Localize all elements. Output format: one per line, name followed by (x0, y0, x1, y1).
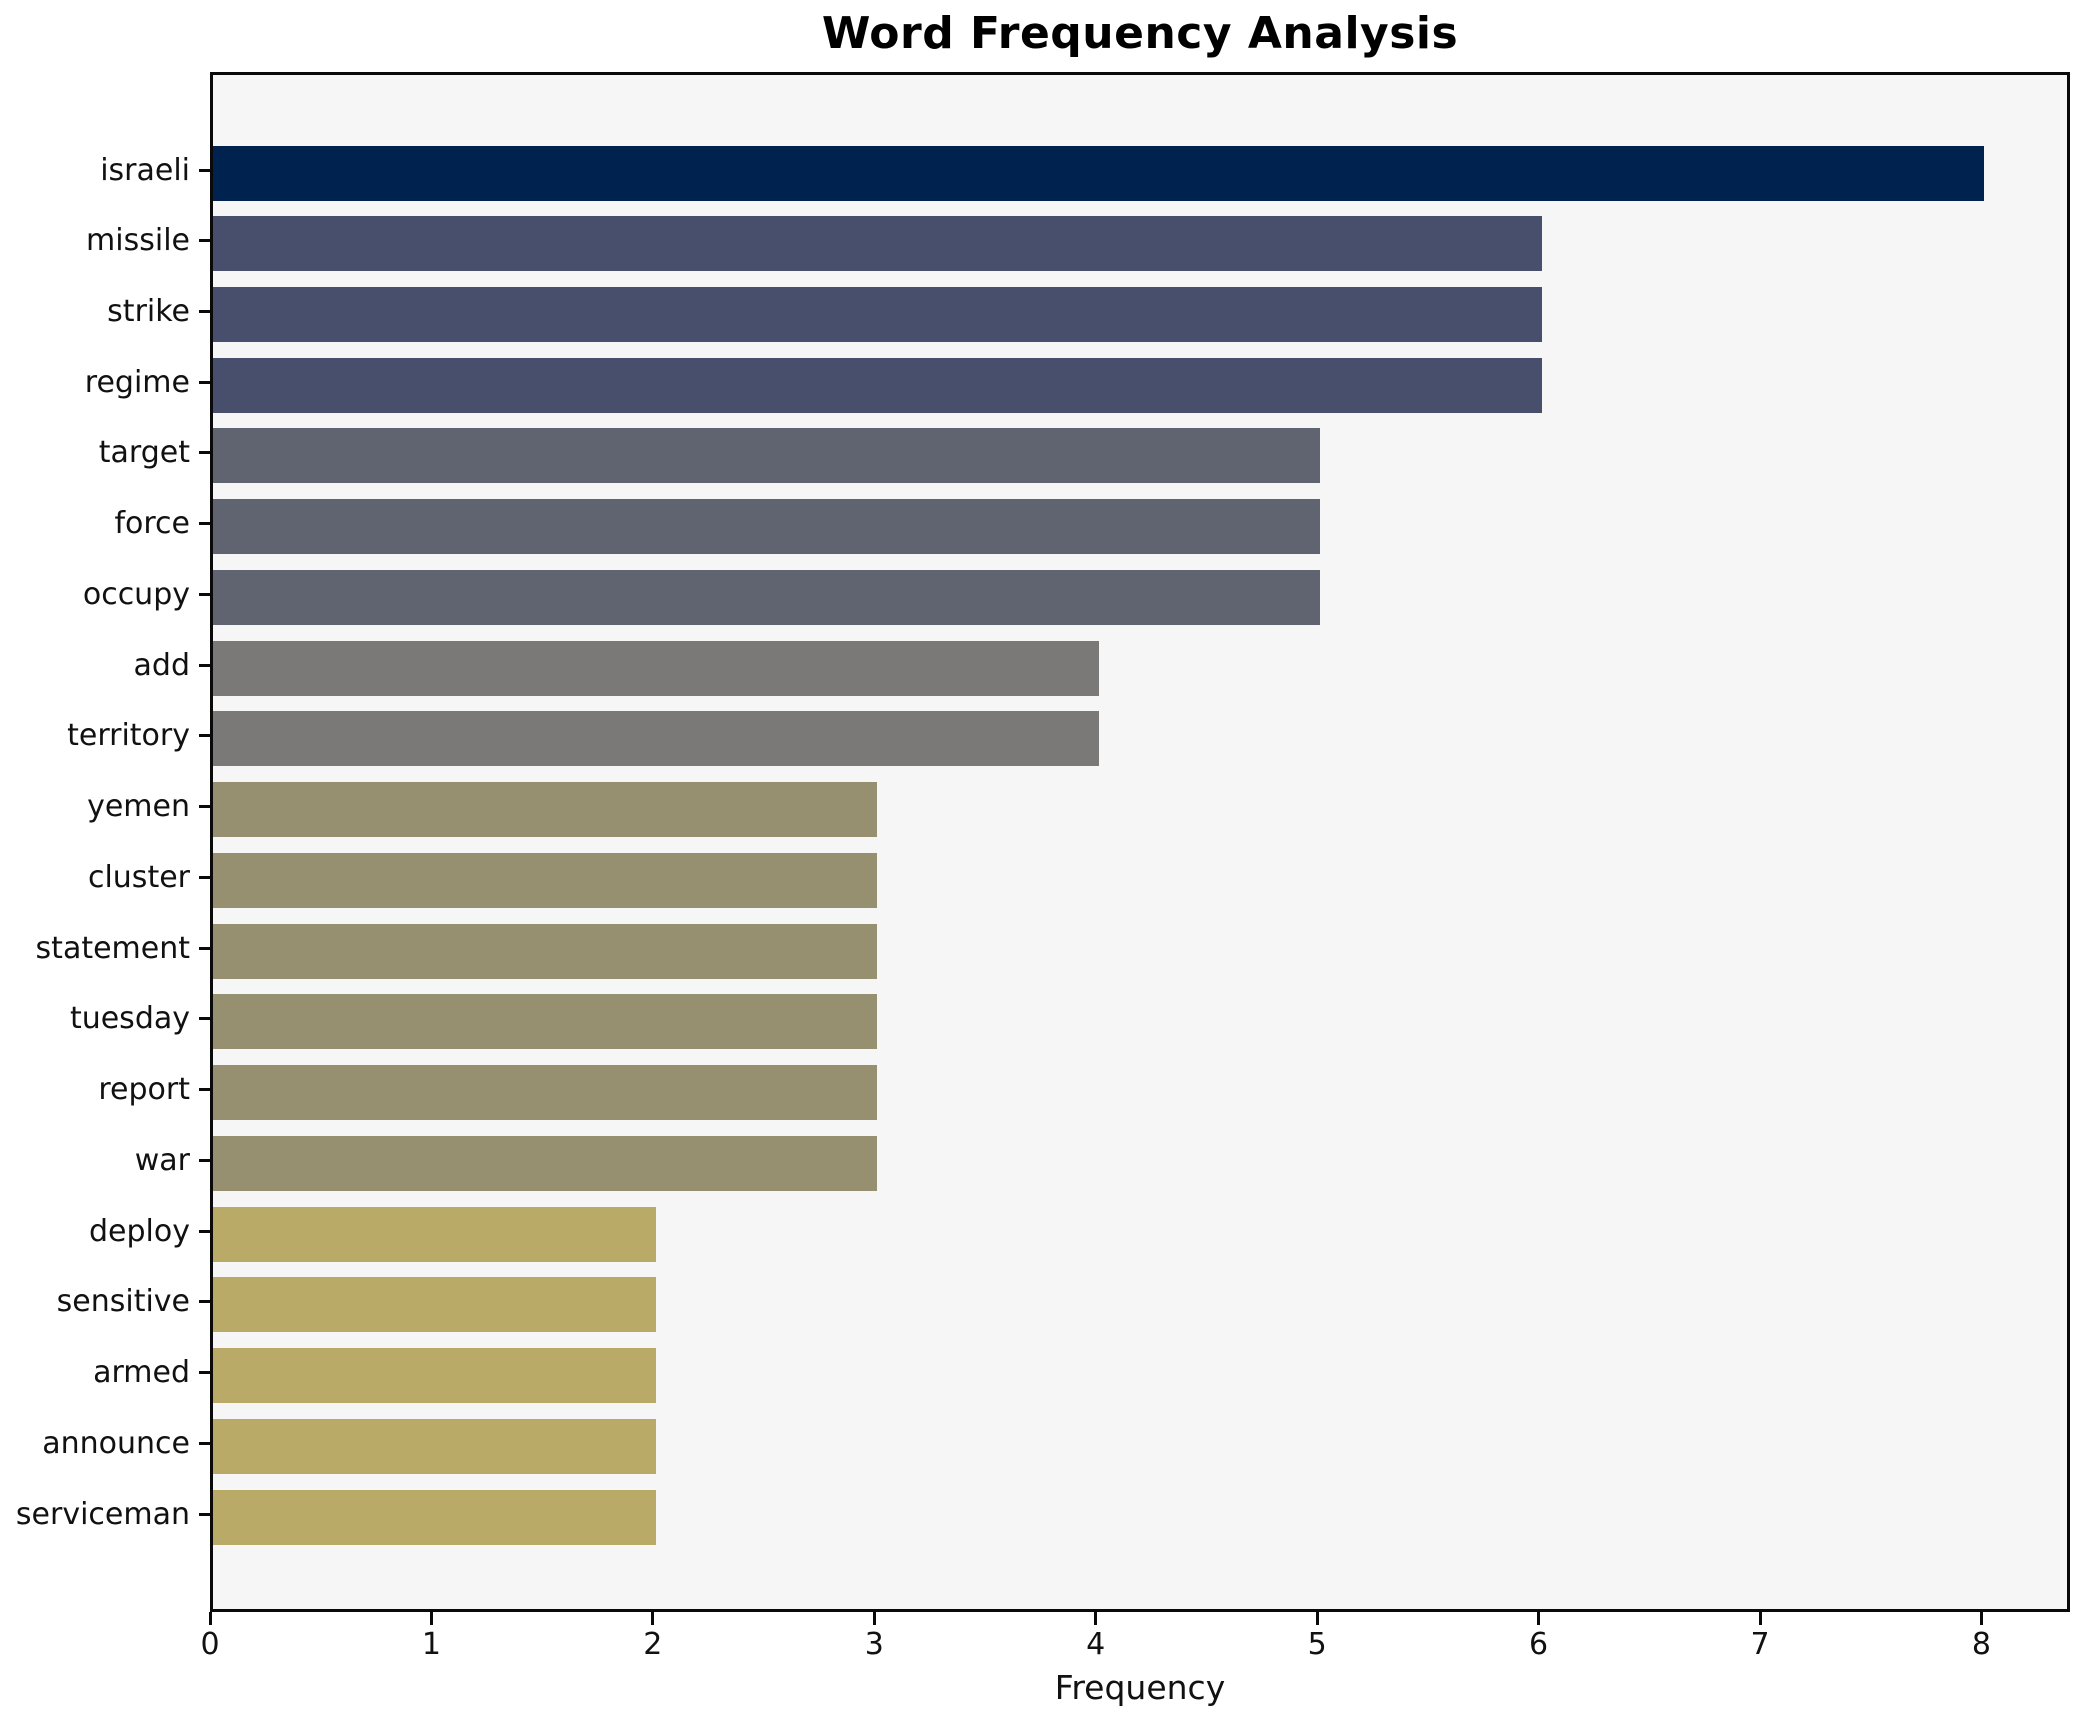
x-tick-mark (1758, 1612, 1762, 1625)
x-tick-label-4: 4 (1086, 1627, 1106, 1662)
bar-occupy (213, 569, 1321, 625)
y-tick-label-target: target (98, 435, 190, 471)
bar-statement (213, 923, 878, 979)
y-tick-label-deploy: deploy (89, 1213, 190, 1249)
bar-cluster (213, 852, 878, 908)
y-tick-mark (199, 1088, 210, 1092)
bar-armed (213, 1348, 656, 1404)
y-tick-label-israeli: israeli (100, 152, 190, 188)
y-tick-mark (199, 168, 210, 172)
y-tick-mark (199, 875, 210, 879)
y-tick-label-add: add (133, 647, 190, 683)
y-tick-label-serviceman: serviceman (15, 1496, 190, 1532)
y-tick-mark (199, 734, 210, 738)
y-tick-mark (199, 1441, 210, 1445)
y-tick-label-cluster: cluster (87, 859, 190, 895)
y-tick-label-regime: regime (84, 364, 190, 400)
x-tick-label-5: 5 (1307, 1627, 1327, 1662)
x-tick-mark (208, 1612, 212, 1625)
y-tick-mark (199, 380, 210, 384)
y-tick-mark (199, 239, 210, 243)
x-tick-mark (872, 1612, 876, 1625)
x-tick-label-6: 6 (1529, 1627, 1549, 1662)
bar-missile (213, 216, 1542, 272)
y-tick-label-sensitive: sensitive (56, 1284, 190, 1320)
y-tick-label-report: report (98, 1072, 190, 1108)
y-tick-label-force: force (114, 506, 190, 542)
x-axis-label: Frequency (1054, 1668, 1226, 1707)
bar-add (213, 640, 1099, 696)
y-tick-mark (199, 1017, 210, 1021)
x-tick-mark (1094, 1612, 1098, 1625)
x-tick-label-0: 0 (200, 1627, 220, 1662)
x-tick-label-2: 2 (643, 1627, 663, 1662)
x-tick-mark (1537, 1612, 1541, 1625)
y-tick-mark (199, 522, 210, 526)
bar-regime (213, 357, 1542, 413)
y-tick-mark (199, 663, 210, 667)
x-tick-mark (651, 1612, 655, 1625)
y-tick-label-tuesday: tuesday (69, 1001, 190, 1037)
y-tick-label-missile: missile (86, 223, 190, 259)
x-tick-mark (1979, 1612, 1983, 1625)
y-tick-label-occupy: occupy (82, 576, 190, 612)
y-tick-mark (199, 1300, 210, 1304)
bar-target (213, 428, 1321, 484)
bar-tuesday (213, 994, 878, 1050)
bar-sensitive (213, 1277, 656, 1333)
x-tick-label-8: 8 (1971, 1627, 1991, 1662)
bar-war (213, 1135, 878, 1191)
y-tick-mark (199, 1158, 210, 1162)
x-tick-label-7: 7 (1750, 1627, 1770, 1662)
plot-area (210, 72, 2070, 1612)
y-tick-label-war: war (134, 1142, 190, 1178)
y-tick-label-armed: armed (93, 1355, 190, 1391)
y-tick-label-announce: announce (42, 1425, 190, 1461)
bar-force (213, 499, 1321, 555)
bar-serviceman (213, 1489, 656, 1545)
bar-territory (213, 711, 1099, 767)
bar-deploy (213, 1206, 656, 1262)
y-tick-mark (199, 309, 210, 313)
x-tick-label-1: 1 (421, 1627, 441, 1662)
x-tick-label-3: 3 (864, 1627, 884, 1662)
y-tick-mark (199, 805, 210, 809)
bar-yemen (213, 782, 878, 838)
bar-israeli (213, 145, 1985, 201)
bar-strike (213, 286, 1542, 342)
chart-title: Word Frequency Analysis (821, 8, 1459, 59)
x-tick-mark (1315, 1612, 1319, 1625)
y-tick-label-yemen: yemen (87, 789, 190, 825)
x-tick-mark (429, 1612, 433, 1625)
y-tick-mark (199, 1371, 210, 1375)
y-tick-mark (199, 1512, 210, 1516)
y-tick-mark (199, 451, 210, 455)
bar-announce (213, 1418, 656, 1474)
y-tick-label-statement: statement (35, 930, 190, 966)
y-tick-label-strike: strike (107, 293, 190, 329)
y-tick-mark (199, 592, 210, 596)
bar-report (213, 1065, 878, 1121)
y-tick-label-territory: territory (67, 718, 190, 754)
y-tick-mark (199, 946, 210, 950)
y-tick-mark (199, 1229, 210, 1233)
